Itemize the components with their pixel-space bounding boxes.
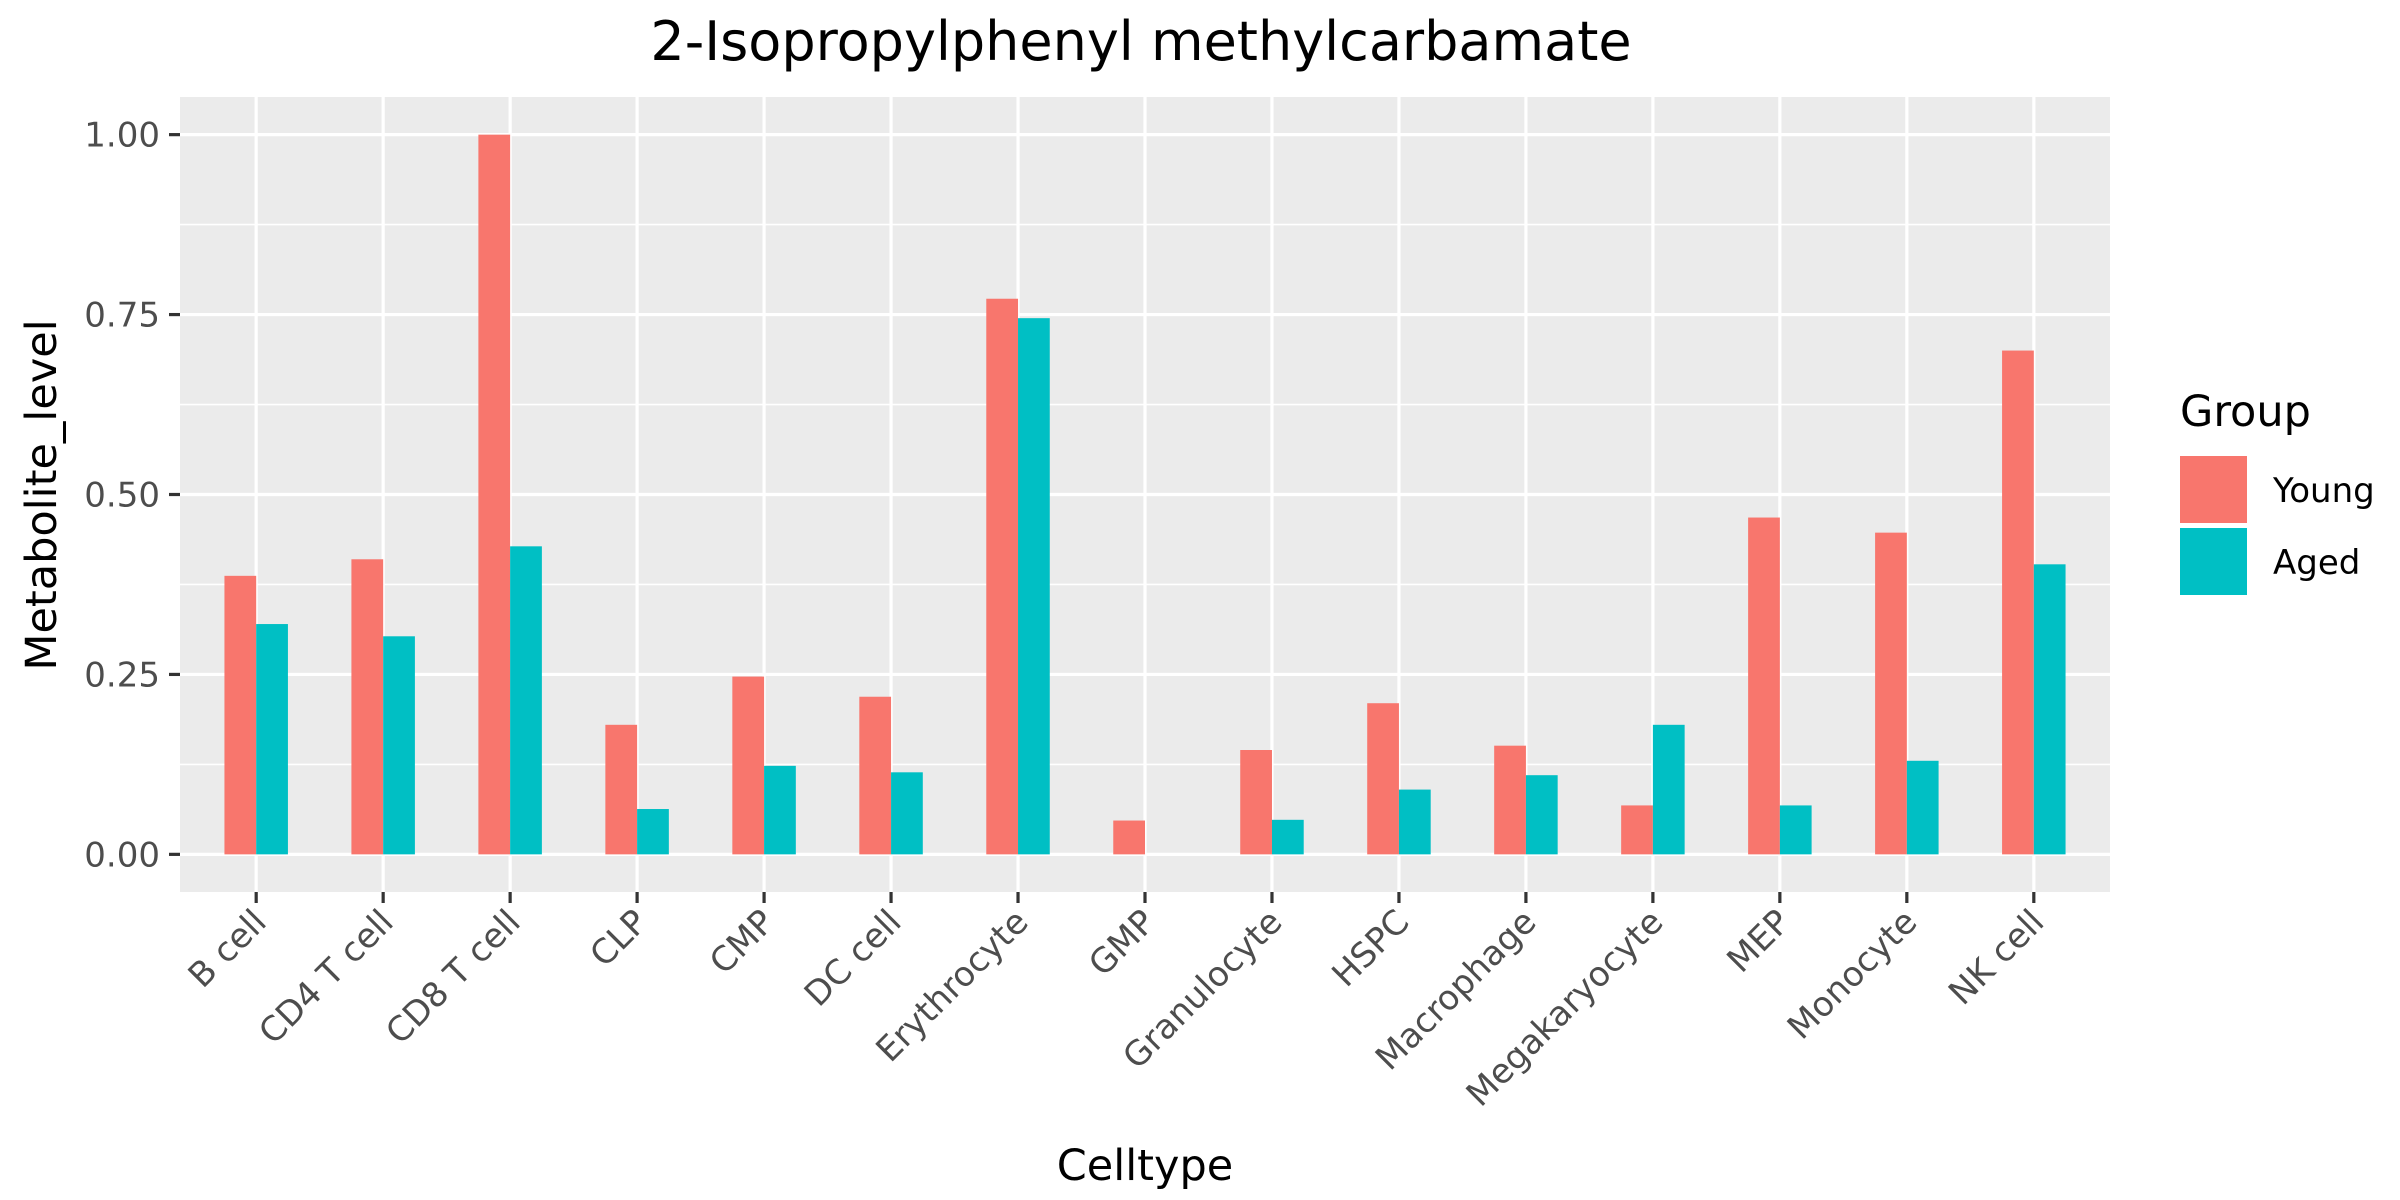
chart-title: 2-Isopropylphenyl methylcarbamate bbox=[650, 10, 1631, 73]
bar-aged bbox=[1779, 805, 1812, 855]
bar-young bbox=[1113, 820, 1145, 855]
legend-label-young: Young bbox=[2272, 471, 2375, 511]
y-tick-label: 0.25 bbox=[84, 655, 160, 695]
bar-young bbox=[859, 696, 892, 855]
y-tick-label: 0.75 bbox=[84, 296, 160, 336]
y-tick-label: 1.00 bbox=[84, 116, 160, 156]
y-axis: 0.00 0.25 0.50 0.75 1.00 bbox=[84, 116, 180, 875]
bar-young bbox=[1367, 703, 1399, 855]
bar-aged bbox=[2033, 564, 2066, 855]
bar-young bbox=[2002, 350, 2034, 855]
bar-aged bbox=[1652, 724, 1685, 855]
bar-aged bbox=[1398, 789, 1431, 855]
bar-young bbox=[1621, 805, 1653, 855]
legend-label-aged: Aged bbox=[2273, 543, 2360, 583]
legend-title: Group bbox=[2180, 387, 2311, 437]
bar-young bbox=[1875, 532, 1907, 855]
bar-aged bbox=[1018, 318, 1050, 855]
legend: Group Young Aged bbox=[2180, 387, 2375, 595]
bar-young bbox=[732, 676, 765, 855]
y-axis-title: Metabolite_level bbox=[17, 319, 67, 670]
legend-key-young bbox=[2180, 456, 2247, 523]
bar-aged bbox=[1906, 760, 1939, 855]
bar-aged bbox=[764, 765, 796, 855]
bar-young bbox=[986, 298, 1019, 855]
bar-aged bbox=[383, 636, 415, 855]
bar-young bbox=[224, 575, 257, 855]
legend-key-aged bbox=[2180, 528, 2247, 595]
bar-aged bbox=[1525, 775, 1558, 855]
bar-young bbox=[1494, 745, 1526, 855]
bar-aged bbox=[1271, 819, 1304, 855]
bar-young bbox=[1240, 749, 1272, 855]
bar-aged bbox=[510, 546, 542, 855]
bar-young bbox=[351, 559, 384, 855]
bar-aged bbox=[256, 624, 288, 855]
bar-aged bbox=[891, 772, 923, 855]
y-tick-label: 0.50 bbox=[84, 476, 160, 516]
bars bbox=[224, 134, 2066, 855]
x-axis-title: Celltype bbox=[1057, 1141, 1233, 1191]
bar-young bbox=[605, 724, 638, 855]
bar-young bbox=[478, 134, 511, 855]
y-tick-label: 0.00 bbox=[84, 835, 160, 875]
bar-aged bbox=[637, 809, 669, 855]
bar-young bbox=[1748, 517, 1780, 855]
